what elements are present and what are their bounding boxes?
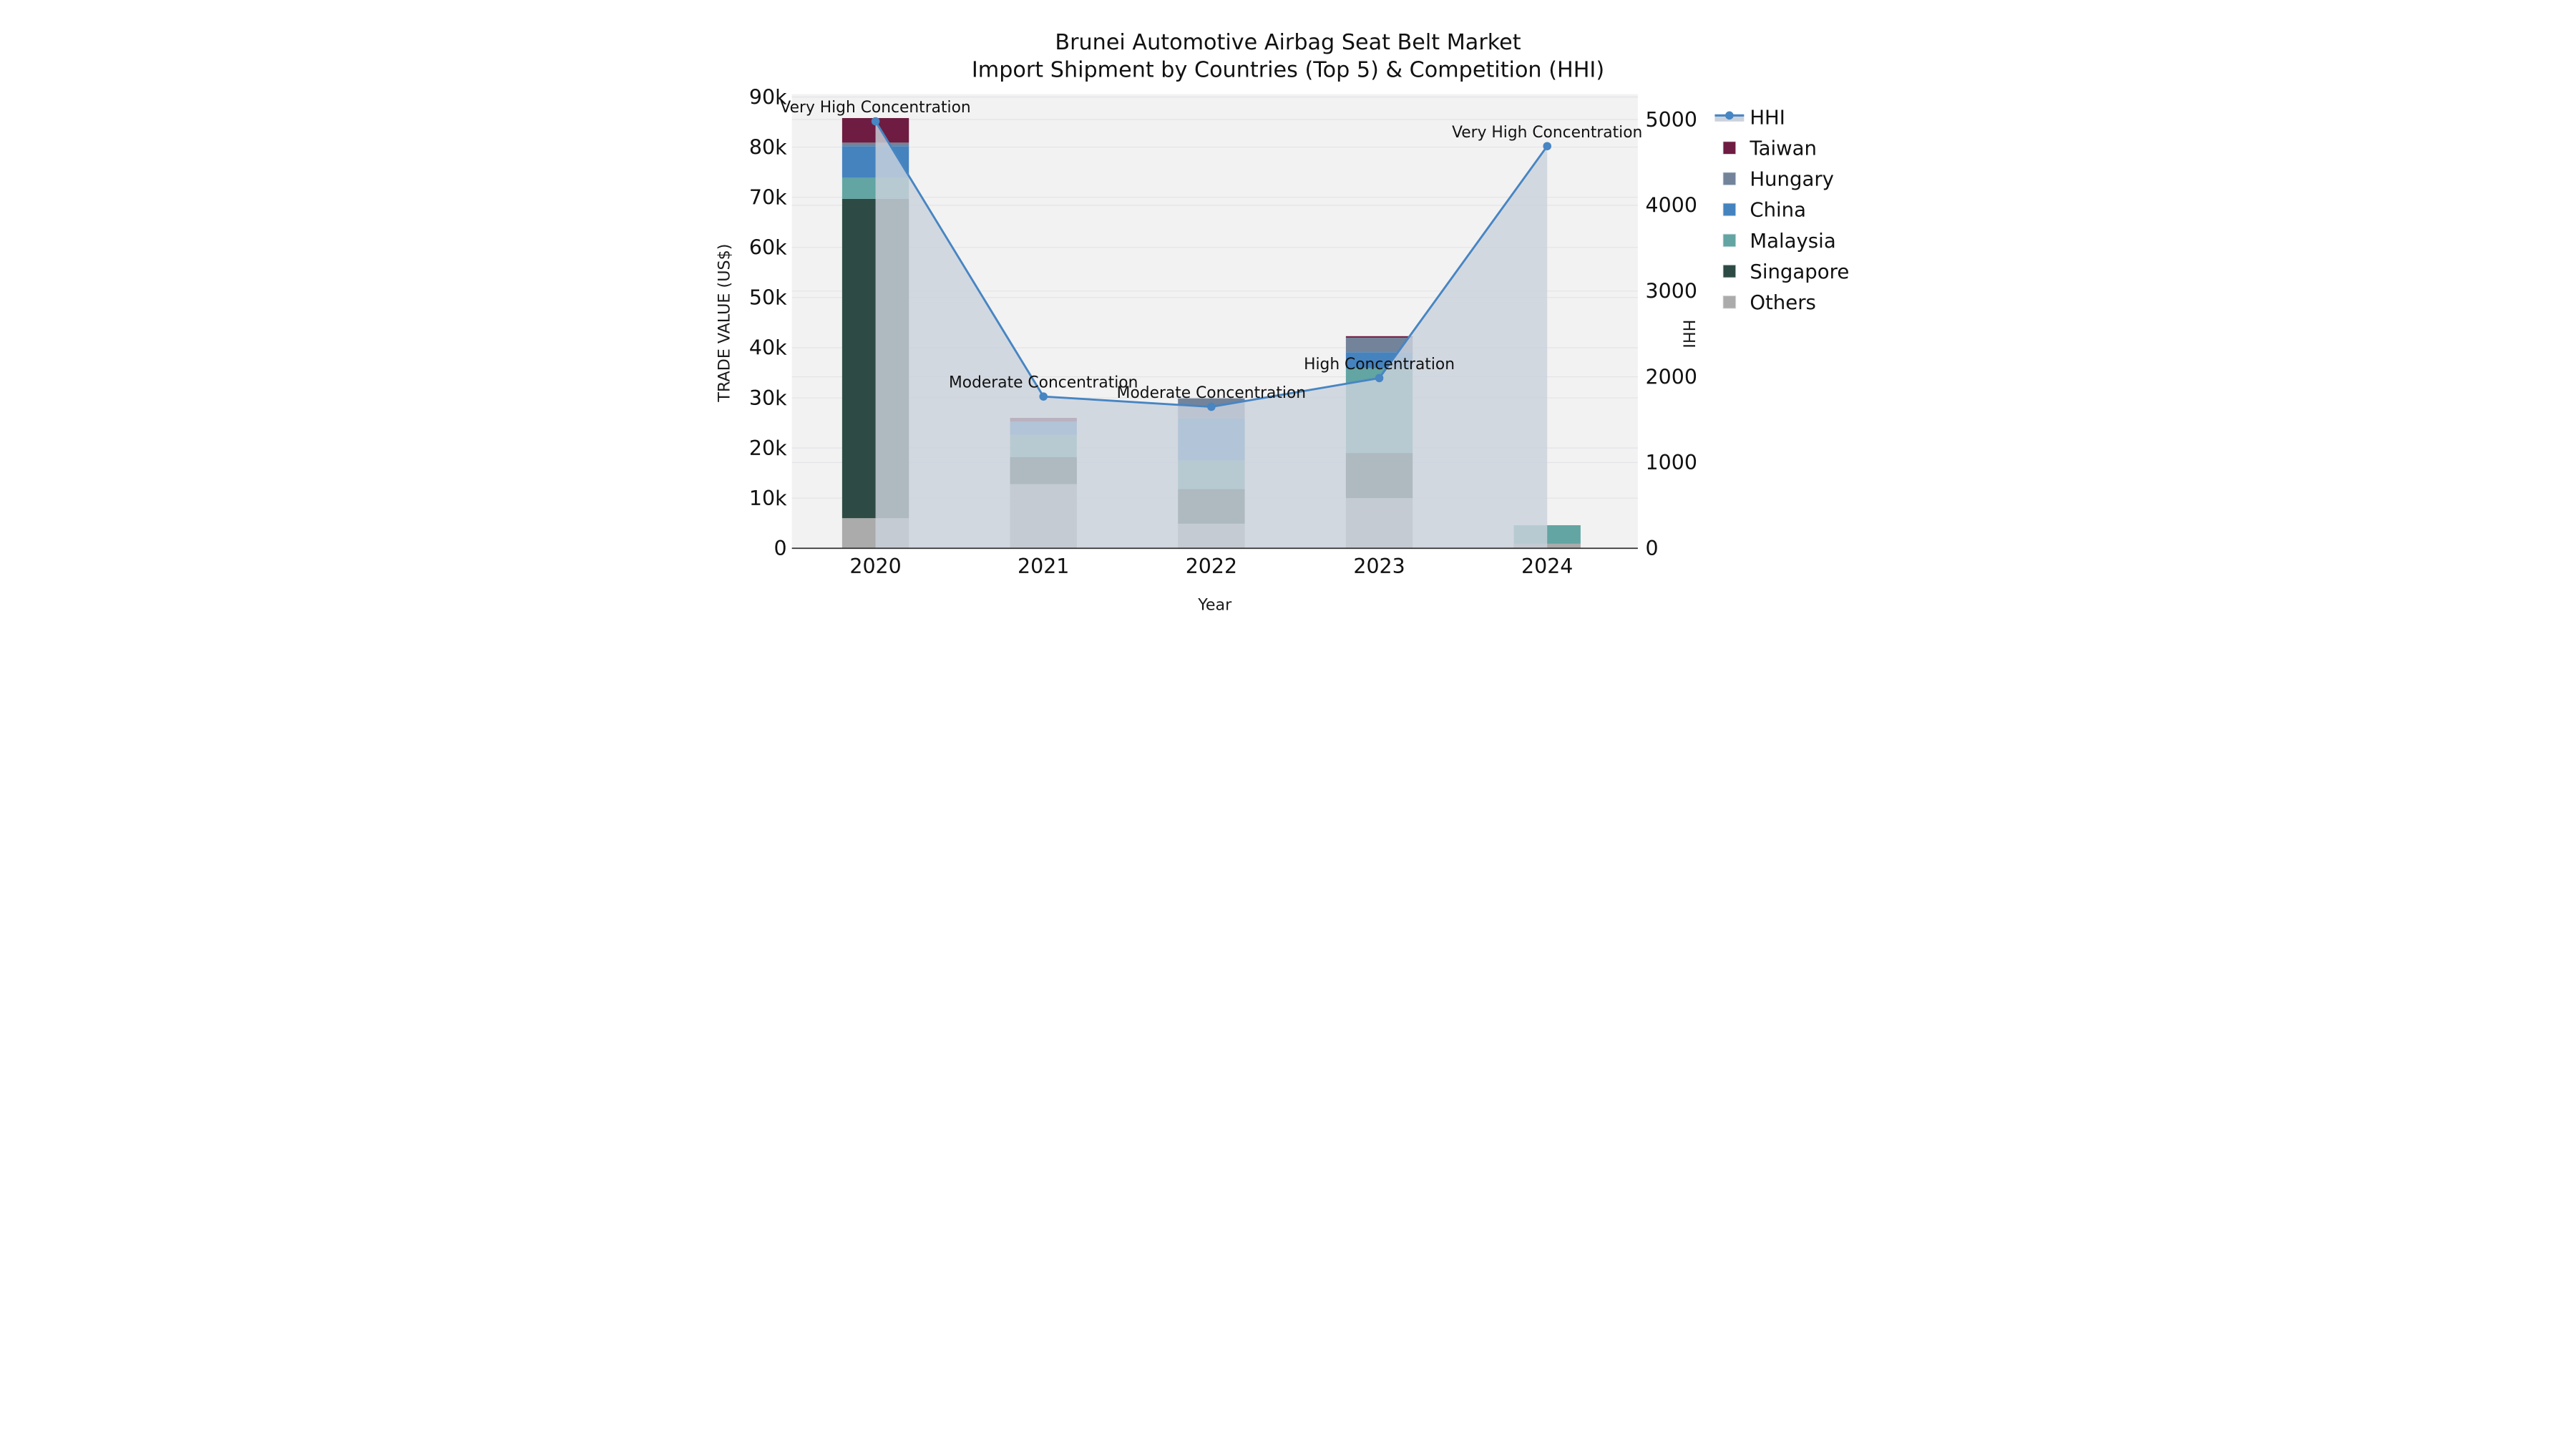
y-right-tick-1000: 1000 [1646,451,1697,474]
bar-segment-hungary-2020 [841,142,909,147]
chart-title: Brunei Automotive Airbag Seat Belt Marke… [1055,30,1521,55]
legend-label-taiwan: Taiwan [1749,137,1817,160]
legend-item-malaysia: Malaysia [1722,230,1836,253]
y-right-tick-3000: 3000 [1646,280,1697,303]
y-axis-label-right: HHI [1679,320,1697,348]
legend-swatch-singapore-icon [1722,264,1737,278]
y-left-tick-30k: 30k [749,386,787,410]
hhi-marker-2020 [871,117,880,126]
annotation-2021: Moderate Concentration [949,374,1138,392]
legend-label-hhi: HHI [1750,106,1785,129]
x-tick-2020: 2020 [849,555,901,578]
y-left-tick-80k: 80k [749,135,787,159]
legend-swatch-china-icon [1722,203,1737,217]
annotation-2022: Moderate Concentration [1117,384,1306,402]
legend-label-singapore: Singapore [1750,260,1849,283]
y-left-tick-40k: 40k [749,336,787,360]
y-left-tick-20k: 20k [749,436,787,460]
annotation-2024: Very High Concentration [1452,124,1642,142]
y-left-tick-50k: 50k [749,286,787,310]
bar-segment-taiwan-2023 [1345,336,1413,338]
y-left-tick-70k: 70k [749,185,787,209]
legend-label-hungary: Hungary [1750,168,1834,191]
annotation-2023: High Concentration [1304,356,1455,374]
x-tick-2023: 2023 [1353,555,1405,578]
legend-item-taiwan: Taiwan [1722,137,1817,160]
legend-swatch-malaysia-icon [1722,233,1737,248]
hhi-area-fill [875,121,1548,549]
y-axis-label-left: TRADE VALUE (US$) [716,244,734,403]
legend-item-china: China [1722,199,1806,222]
legend-item-hungary: Hungary [1722,168,1834,191]
y-left-tick-0: 0 [774,537,786,560]
chart-canvas: 0 10k 20k 30k 40k 50k 60k 70k 80k 90k 0 1000 2000 300… [716,30,1849,615]
chart-subtitle: Import Shipment by Countries (Top 5) & C… [972,58,1604,83]
legend-item-singapore: Singapore [1722,260,1849,283]
hhi-marker-2023 [1375,374,1384,383]
x-tick-2024: 2024 [1521,555,1573,578]
chart-figure: 0 10k 20k 30k 40k 50k 60k 70k 80k 90k 0 1000 2000 300… [716,0,1860,644]
y-left-tick-90k: 90k [749,85,787,109]
bar-segment-others-2024 [1513,543,1581,549]
x-tick-2021: 2021 [1018,555,1069,578]
y-right-tick-0: 0 [1646,537,1659,560]
legend-swatch-taiwan-icon [1722,141,1737,155]
legend-label-china: China [1750,199,1806,222]
x-tick-2022: 2022 [1186,555,1237,578]
hhi-marker-2024 [1543,142,1551,151]
y-left-tick-60k: 60k [749,236,787,260]
legend-hhi-marker-icon [1725,111,1734,120]
legend-swatch-others-icon [1722,295,1737,309]
legend-item-hhi: HHI [1714,106,1785,129]
x-axis-label: Year [1197,595,1232,614]
annotation-2020: Very High Concentration [780,99,970,117]
legend-label-malaysia: Malaysia [1750,230,1835,253]
hhi-marker-2022 [1207,402,1216,411]
legend-item-others: Others [1722,291,1816,314]
legend-swatch-hungary-icon [1722,172,1737,186]
y-right-tick-5000: 5000 [1646,108,1697,132]
y-left-tick-10k: 10k [749,487,787,510]
hhi-marker-2021 [1039,392,1048,401]
y-right-tick-4000: 4000 [1646,194,1697,218]
bar-segment-hungary-2023 [1345,337,1413,353]
legend-label-others: Others [1750,291,1816,314]
y-right-tick-2000: 2000 [1646,365,1697,389]
